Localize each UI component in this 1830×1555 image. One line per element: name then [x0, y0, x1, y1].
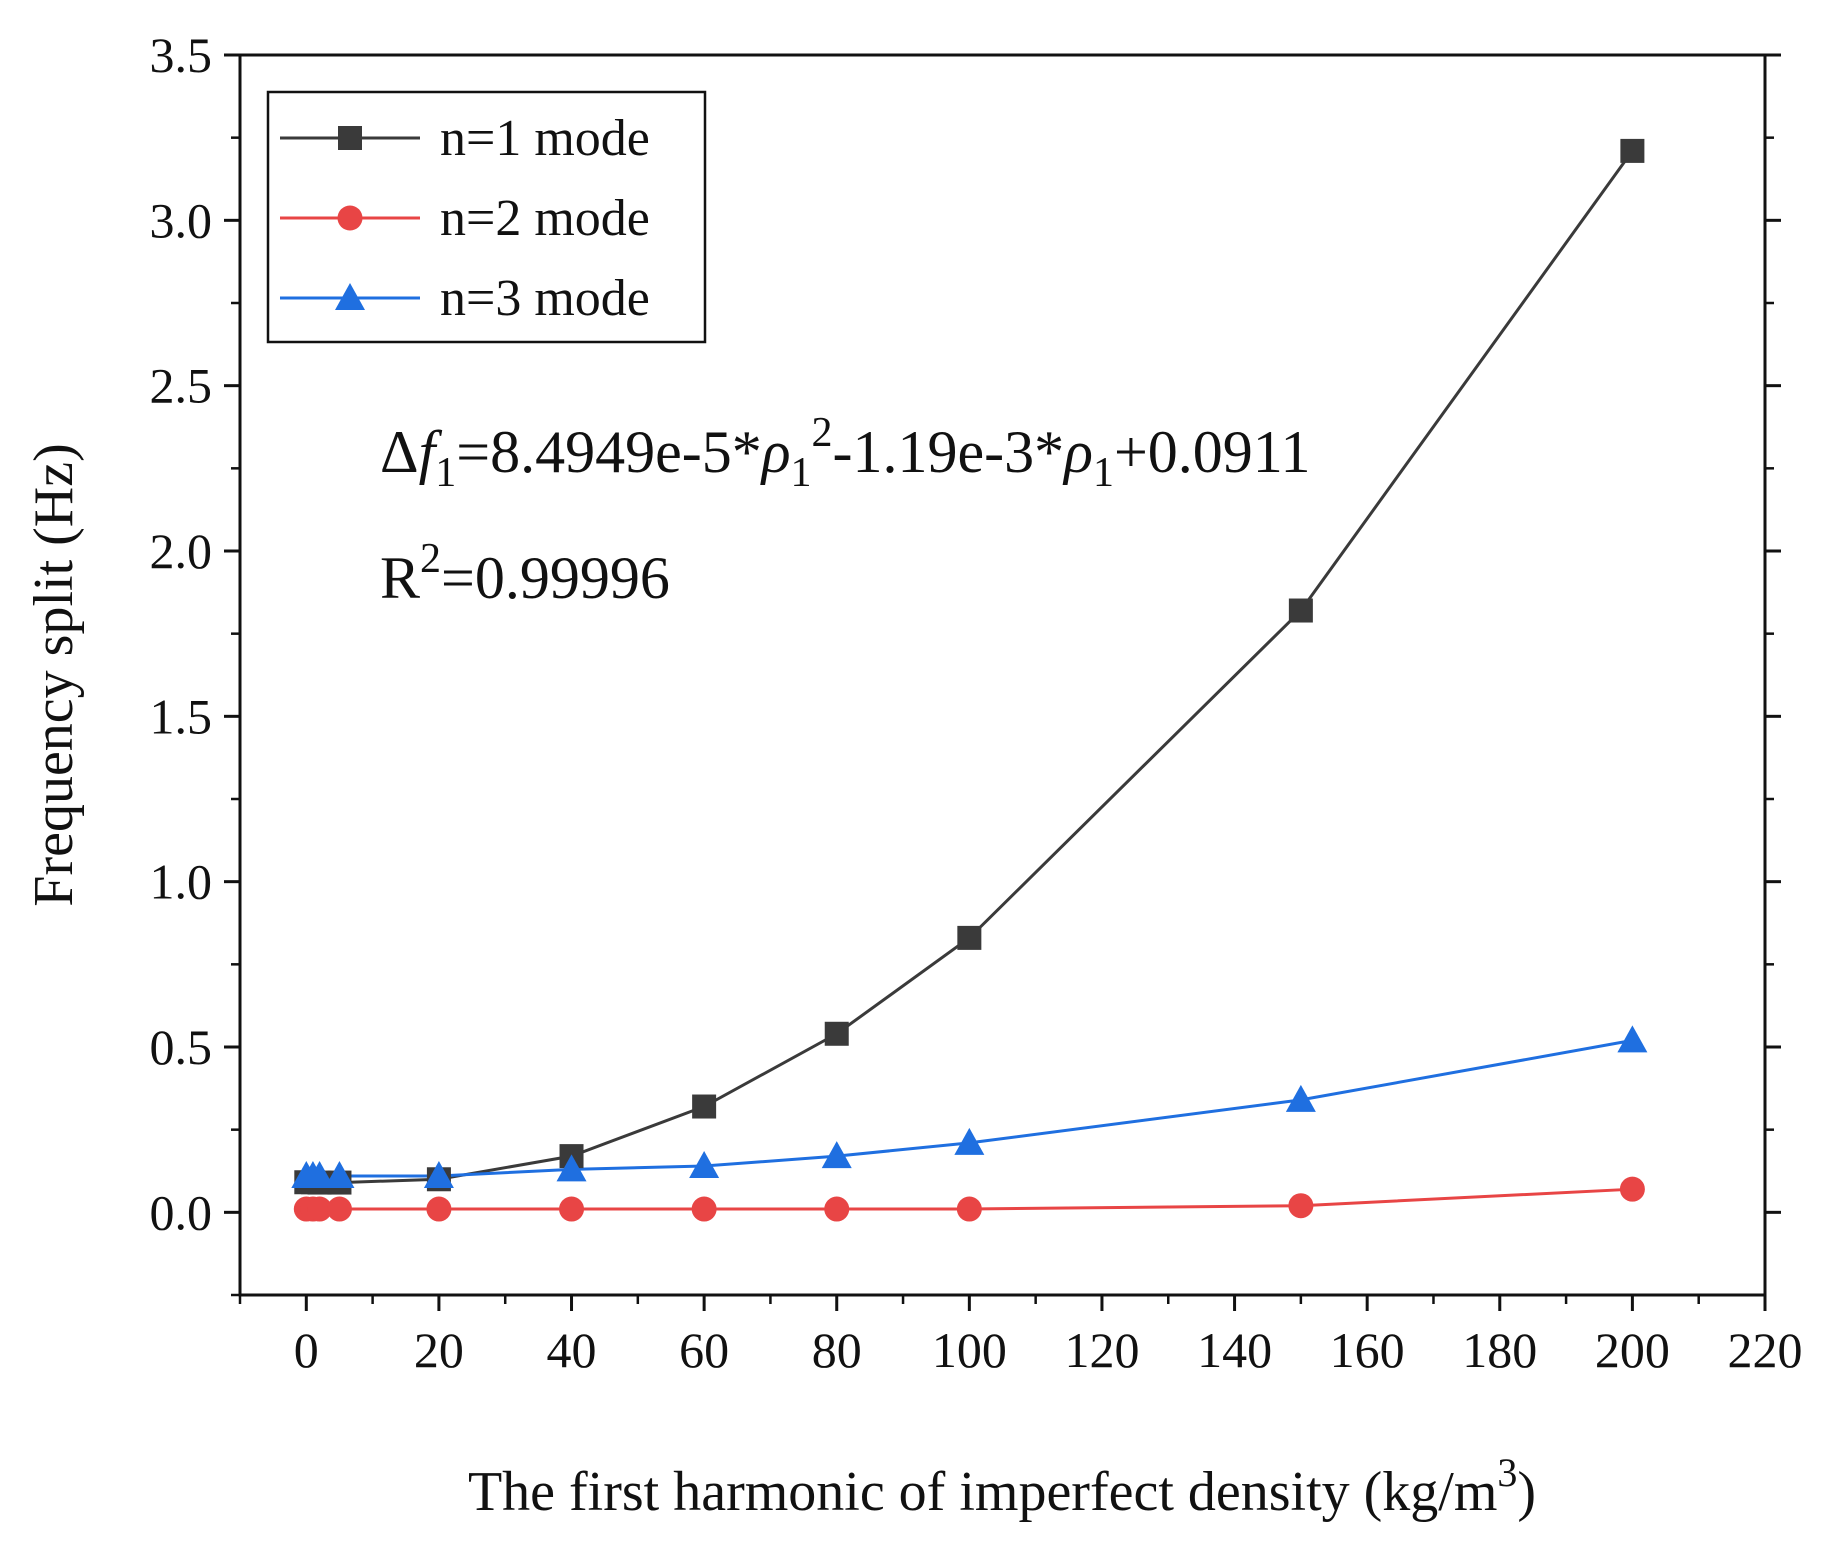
x-tick-label: 160 — [1330, 1322, 1405, 1378]
data-point-series-3 — [556, 1154, 587, 1182]
x-tick-label: 20 — [414, 1322, 464, 1378]
data-point-series-2 — [1288, 1193, 1314, 1219]
legend-label-2: n=2 mode — [440, 190, 650, 247]
series-markers — [291, 138, 1648, 1222]
data-point-series-3 — [324, 1160, 355, 1188]
axis-ticks — [224, 53, 1781, 1311]
x-tick-label: 200 — [1595, 1322, 1670, 1378]
data-point-series-3 — [1285, 1084, 1316, 1112]
fit-equation: Δf1=8.4949e-5*ρ12-1.19e-3*ρ1+0.0911 — [380, 410, 1311, 496]
legend-marker-3 — [335, 283, 365, 310]
plot-frame — [238, 53, 1767, 1297]
data-point-series-1 — [1620, 138, 1645, 163]
y-tick-label: 1.5 — [150, 688, 213, 744]
x-tick-label: 40 — [547, 1322, 597, 1378]
legend-marker-1 — [338, 126, 362, 150]
x-tick-label: 0 — [294, 1322, 319, 1378]
y-tick-label: 0.5 — [150, 1019, 213, 1075]
y-tick-label: 0.0 — [150, 1184, 213, 1240]
x-tick-label: 180 — [1462, 1322, 1537, 1378]
y-tick-label: 2.0 — [150, 523, 213, 579]
x-tick-label: 60 — [679, 1322, 729, 1378]
x-axis-title: The first harmonic of imperfect density … — [468, 1450, 1536, 1523]
y-tick-label: 3.0 — [150, 192, 213, 248]
data-point-series-3 — [821, 1141, 852, 1169]
x-tick-label: 120 — [1064, 1322, 1139, 1378]
tick-labels: 0 20 40 60 80 100 120 140 160 180 200 220 0.0 0.5 1.0 1… — [150, 27, 1803, 1378]
data-point-series-1 — [692, 1094, 717, 1119]
data-point-series-1 — [957, 925, 982, 950]
data-point-series-2 — [691, 1196, 717, 1222]
legend-label-1: n=1 mode — [440, 110, 650, 167]
legend-marker-2 — [337, 205, 363, 231]
data-point-series-3 — [304, 1160, 335, 1188]
data-point-series-3 — [1617, 1025, 1648, 1053]
data-point-series-3 — [954, 1127, 985, 1155]
data-point-series-1 — [824, 1021, 849, 1046]
r-squared: R2=0.99996 — [380, 536, 670, 611]
data-point-series-2 — [824, 1196, 850, 1222]
series-line-3 — [306, 1038, 1633, 1178]
data-point-series-2 — [559, 1196, 585, 1222]
y-tick-label: 1.0 — [150, 854, 213, 910]
data-point-series-3 — [689, 1151, 720, 1179]
data-point-series-2 — [426, 1196, 452, 1222]
y-tick-label: 3.5 — [150, 27, 213, 83]
x-tick-label: 80 — [812, 1322, 862, 1378]
x-tick-label: 220 — [1728, 1322, 1803, 1378]
data-point-series-2 — [307, 1196, 333, 1222]
y-axis-title: Frequency split (Hz) — [23, 443, 85, 906]
data-point-series-2 — [1619, 1176, 1645, 1202]
y-tick-label: 2.5 — [150, 358, 213, 414]
data-point-series-3 — [423, 1160, 454, 1188]
legend: n=1 mode n=2 mode n=3 mode — [266, 90, 707, 344]
x-tick-label: 100 — [932, 1322, 1007, 1378]
data-point-series-2 — [956, 1196, 982, 1222]
legend-label-3: n=3 mode — [440, 270, 650, 327]
x-tick-label: 140 — [1197, 1322, 1272, 1378]
data-point-series-2 — [326, 1196, 352, 1222]
data-point-series-1 — [1288, 598, 1313, 623]
